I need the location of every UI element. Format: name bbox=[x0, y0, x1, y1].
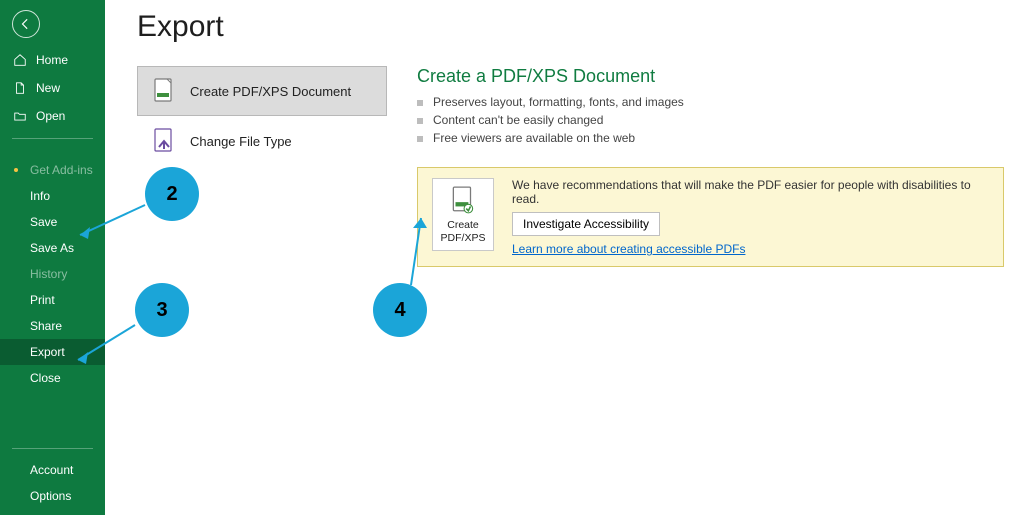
learn-more-link[interactable]: Learn more about creating accessible PDF… bbox=[512, 242, 745, 256]
addins-badge bbox=[14, 168, 18, 172]
sidebar-label-save: Save bbox=[30, 215, 57, 229]
sidebar-label-options: Options bbox=[30, 489, 71, 503]
sidebar-label-print: Print bbox=[30, 293, 55, 307]
sidebar-item-close[interactable]: Close bbox=[0, 365, 105, 391]
detail-bullet-3: Free viewers are available on the web bbox=[417, 129, 1004, 147]
create-pdf-xps-button[interactable]: CreatePDF/XPS bbox=[432, 178, 494, 251]
change-type-icon bbox=[150, 127, 178, 155]
sidebar-item-save[interactable]: Save bbox=[0, 209, 105, 235]
sidebar-label-close: Close bbox=[30, 371, 61, 385]
sidebar-label-addins: Get Add-ins bbox=[30, 163, 93, 177]
sidebar-label-saveas: Save As bbox=[30, 241, 74, 255]
sidebar-label-history: History bbox=[30, 267, 67, 281]
sidebar-item-info[interactable]: Info bbox=[0, 183, 105, 209]
pdf-doc-icon bbox=[150, 77, 178, 105]
accessibility-message: We have recommendations that will make t… bbox=[512, 178, 989, 206]
backstage-sidebar: Home New Open Get Add-ins Info Save bbox=[0, 0, 105, 515]
sidebar-label-info: Info bbox=[30, 189, 50, 203]
detail-bullets: Preserves layout, formatting, fonts, and… bbox=[417, 93, 1004, 147]
sidebar-label-share: Share bbox=[30, 319, 62, 333]
option-label-create-pdf: Create PDF/XPS Document bbox=[190, 84, 351, 99]
investigate-accessibility-button[interactable]: Investigate Accessibility bbox=[512, 212, 660, 236]
back-button[interactable] bbox=[12, 10, 40, 38]
new-doc-icon bbox=[12, 80, 28, 96]
sidebar-item-print[interactable]: Print bbox=[0, 287, 105, 313]
create-pdf-btn-label: CreatePDF/XPS bbox=[441, 219, 486, 244]
export-detail-pane: Create a PDF/XPS Document Preserves layo… bbox=[417, 66, 1024, 267]
sidebar-item-options[interactable]: Options bbox=[0, 483, 105, 509]
home-icon bbox=[12, 52, 28, 68]
callout-4: 4 bbox=[373, 283, 427, 337]
option-change-file-type[interactable]: Change File Type bbox=[137, 116, 387, 166]
detail-bullet-1: Preserves layout, formatting, fonts, and… bbox=[417, 93, 1004, 111]
sidebar-item-history[interactable]: History bbox=[0, 261, 105, 287]
sidebar-label-home: Home bbox=[36, 53, 68, 67]
sidebar-item-account[interactable]: Account bbox=[0, 457, 105, 483]
sidebar-item-export[interactable]: Export bbox=[0, 339, 105, 365]
page-title: Export bbox=[137, 10, 1024, 44]
open-folder-icon bbox=[12, 108, 28, 124]
sidebar-item-home[interactable]: Home bbox=[0, 46, 105, 74]
sidebar-separator-bottom bbox=[12, 448, 93, 449]
main-content: Export Create PDF/XPS Document Change Fi… bbox=[105, 0, 1024, 515]
callout-2: 2 bbox=[145, 167, 199, 221]
option-label-change-type: Change File Type bbox=[190, 134, 292, 149]
sidebar-item-share[interactable]: Share bbox=[0, 313, 105, 339]
sidebar-label-open: Open bbox=[36, 109, 65, 123]
detail-heading: Create a PDF/XPS Document bbox=[417, 66, 1004, 87]
option-create-pdf-xps[interactable]: Create PDF/XPS Document bbox=[137, 66, 387, 116]
sidebar-label-new: New bbox=[36, 81, 60, 95]
sidebar-item-new[interactable]: New bbox=[0, 74, 105, 102]
pdf-doc-icon-large bbox=[450, 185, 476, 215]
detail-bullet-2: Content can't be easily changed bbox=[417, 111, 1004, 129]
sidebar-separator bbox=[12, 138, 93, 139]
sidebar-label-account: Account bbox=[30, 463, 73, 477]
sidebar-item-save-as[interactable]: Save As bbox=[0, 235, 105, 261]
accessibility-box: CreatePDF/XPS We have recommendations th… bbox=[417, 167, 1004, 267]
accessibility-content: We have recommendations that will make t… bbox=[512, 178, 989, 256]
callout-3: 3 bbox=[135, 283, 189, 337]
sidebar-label-export: Export bbox=[30, 345, 65, 359]
sidebar-item-open[interactable]: Open bbox=[0, 102, 105, 130]
